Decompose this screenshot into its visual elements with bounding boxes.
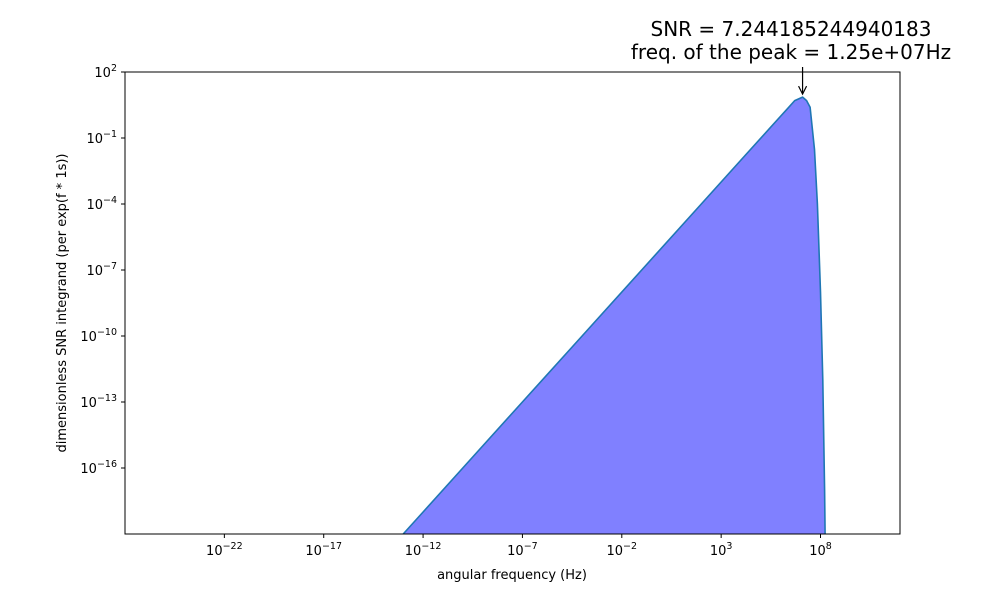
y-tick-label: 10−16: [80, 459, 117, 477]
x-tick-label: 10−7: [507, 541, 538, 559]
x-tick-label: 108: [809, 541, 832, 559]
x-tick-label: 10−22: [206, 541, 243, 559]
chart-title-snr: SNR = 7.244185244940183: [650, 17, 932, 41]
x-tick-label: 10−12: [405, 541, 442, 559]
x-tick-label: 10−2: [607, 541, 638, 559]
chart-title-peak-freq: freq. of the peak = 1.25e+07Hz: [630, 40, 952, 64]
x-tick-label: 10−17: [305, 541, 342, 559]
y-tick-label: 10−1: [86, 129, 117, 147]
y-tick-label: 102: [94, 63, 117, 81]
y-ticks: 102 10−1 10−4 10−7 10−10 10−13 10−16: [80, 63, 125, 477]
annotation-arrow-head: [798, 85, 808, 96]
x-axis-label: angular frequency (Hz): [437, 568, 587, 583]
plot-area: [124, 71, 901, 535]
y-tick-label: 10−7: [86, 261, 117, 279]
peak-annotation: [798, 67, 808, 96]
y-tick-label: 10−10: [80, 327, 117, 345]
y-axis-label: dimensionless SNR integrand (per exp(f *…: [55, 153, 70, 452]
area-fill: [403, 97, 826, 534]
series-line: [402, 96, 826, 535]
x-ticks: 10−22 10−17 10−12 10−7 10−2 103 108: [206, 534, 832, 559]
y-tick-label: 10−13: [80, 393, 117, 411]
y-tick-label: 10−4: [86, 195, 117, 213]
x-tick-label: 103: [710, 541, 733, 559]
